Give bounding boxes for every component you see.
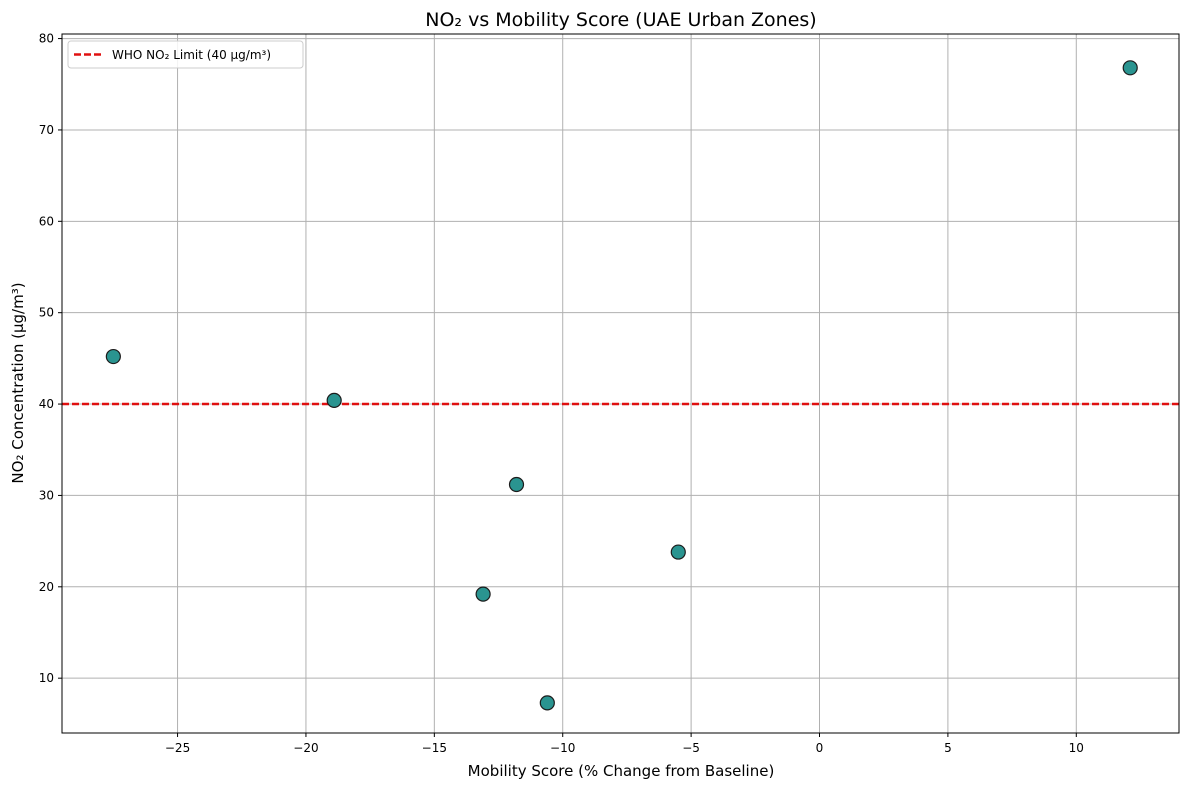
data-point xyxy=(670,544,686,560)
y-tick-label: 50 xyxy=(39,306,54,320)
x-tick-label: −15 xyxy=(422,741,447,755)
data-point xyxy=(475,586,491,602)
x-tick-label: 5 xyxy=(944,741,952,755)
y-tick-label: 40 xyxy=(39,397,54,411)
y-tick-label: 70 xyxy=(39,123,54,137)
x-tick-label: −5 xyxy=(682,741,700,755)
x-tick-label: 0 xyxy=(816,741,824,755)
chart-title: NO₂ vs Mobility Score (UAE Urban Zones) xyxy=(425,9,816,31)
y-tick-label: 10 xyxy=(39,671,54,685)
data-points xyxy=(105,60,1138,711)
data-point xyxy=(508,476,525,493)
plot-frame xyxy=(61,33,1180,734)
x-tick-label: 10 xyxy=(1069,741,1084,755)
data-point xyxy=(1122,60,1138,76)
x-tick-label: −20 xyxy=(293,741,318,755)
x-axis-ticks: −25 −20 −15 −10 −5 0 5 10 xyxy=(165,733,1084,755)
x-tick-label: −10 xyxy=(550,741,575,755)
y-axis-ticks: 10 20 30 40 50 60 70 80 xyxy=(39,32,62,685)
y-axis-label: NO₂ Concentration (µg/m³) xyxy=(9,282,27,483)
x-axis-label: Mobility Score (% Change from Baseline) xyxy=(468,762,775,780)
y-tick-label: 80 xyxy=(39,32,54,46)
x-tick-label: −25 xyxy=(165,741,190,755)
data-point xyxy=(326,392,342,409)
y-tick-label: 20 xyxy=(39,580,54,594)
legend: WHO NO₂ Limit (40 µg/m³) xyxy=(67,40,304,69)
data-point xyxy=(105,348,121,365)
legend-box xyxy=(67,40,304,69)
y-tick-label: 30 xyxy=(39,488,54,502)
legend-label-who-limit: WHO NO₂ Limit (40 µg/m³) xyxy=(112,48,271,62)
data-point xyxy=(539,695,555,711)
y-tick-label: 60 xyxy=(39,214,54,228)
